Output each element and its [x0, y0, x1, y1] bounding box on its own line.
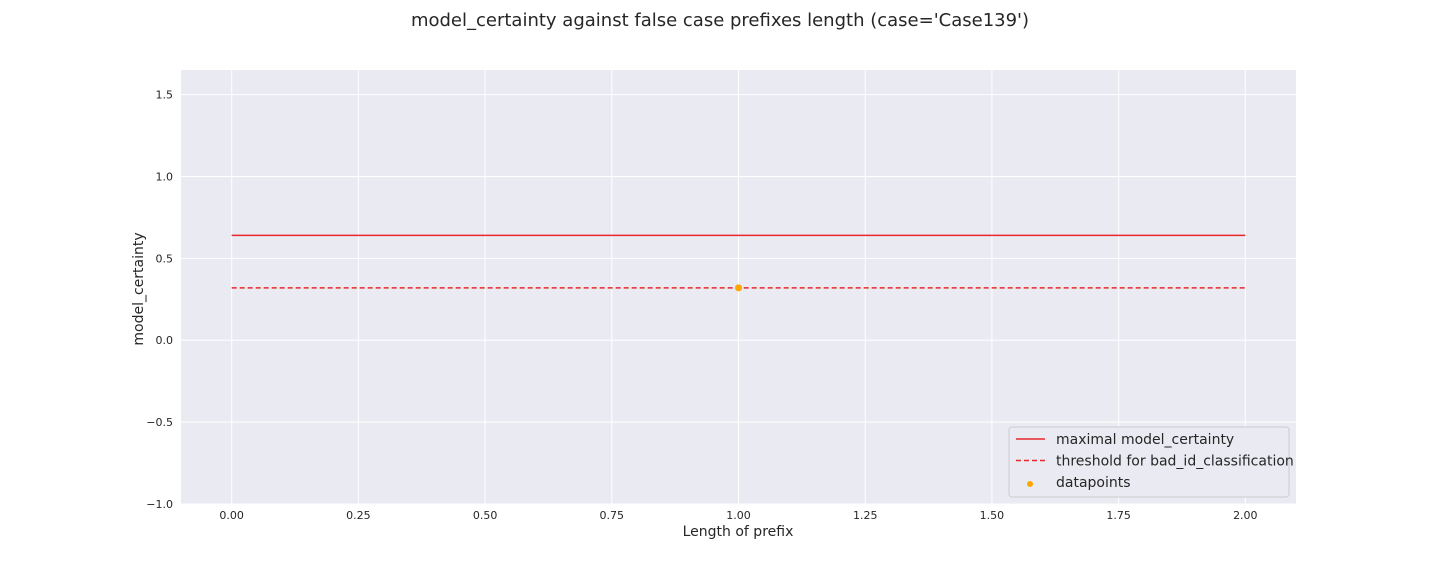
- x-tick-label: 1.25: [853, 509, 878, 522]
- y-axis-ticks: −1.0 −0.5 0.0 0.5 1.0 1.5: [146, 89, 173, 511]
- chart-title: model_certainty against false case prefi…: [411, 10, 1029, 31]
- legend-label: datapoints: [1056, 475, 1131, 491]
- x-axis-label: Length of prefix: [683, 524, 794, 540]
- y-tick-label: 0.5: [156, 252, 174, 265]
- y-tick-label: −1.0: [146, 498, 173, 511]
- y-tick-label: 1.0: [156, 170, 174, 183]
- x-tick-label: 1.75: [1106, 509, 1131, 522]
- x-tick-label: 0.50: [473, 509, 498, 522]
- series-layer: [231, 234, 1246, 292]
- x-tick-label: 1.00: [726, 509, 751, 522]
- x-tick-label: 1.50: [980, 509, 1005, 522]
- x-tick-label: 2.00: [1233, 509, 1258, 522]
- grid-lines: [181, 70, 1296, 505]
- x-tick-label: 0.00: [219, 509, 244, 522]
- legend-label: maximal model_certainty: [1056, 432, 1234, 448]
- legend-box: [1008, 426, 1290, 498]
- legend: maximal model_certainty threshold for bad…: [1008, 426, 1294, 498]
- y-tick-label: 1.5: [156, 89, 174, 102]
- x-axis-ticks: 0.00 0.25 0.50 0.75 1.00 1.25 1.50 1.75 2.00: [219, 509, 1257, 522]
- legend-marker-swatch: [1027, 481, 1033, 487]
- data-point: [735, 284, 742, 292]
- y-axis-label: model_certainty: [131, 232, 147, 345]
- legend-label: threshold for bad_id_classification: [1056, 454, 1294, 470]
- x-tick-label: 0.75: [600, 509, 625, 522]
- y-tick-label: −0.5: [146, 416, 173, 429]
- x-tick-label: 0.25: [346, 509, 371, 522]
- y-tick-label: 0.0: [156, 334, 174, 347]
